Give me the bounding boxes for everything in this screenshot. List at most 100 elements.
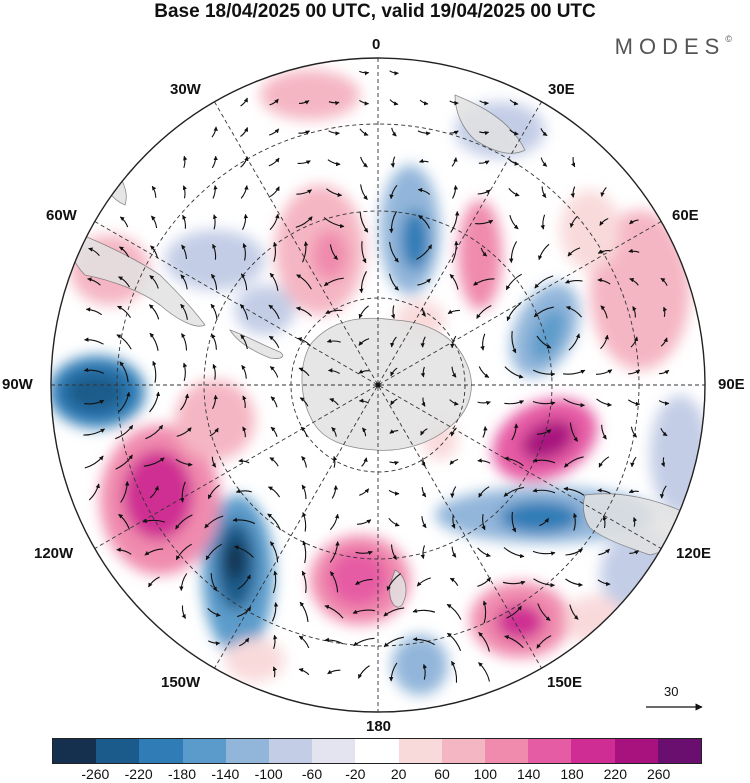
wind-arrow — [383, 636, 404, 648]
wind-arrow — [477, 458, 491, 464]
wind-arrow — [180, 274, 188, 290]
antarctica-land — [301, 317, 472, 451]
south-pole-marker — [375, 382, 381, 388]
meridian-label-30e: 30E — [548, 81, 575, 98]
meridian-label-120w: 120W — [34, 545, 74, 562]
wind-arrow — [301, 456, 307, 468]
wind-arrow — [421, 516, 427, 529]
wind-arrow — [420, 336, 426, 348]
wind-arrow — [451, 660, 458, 683]
wind-arrow — [451, 546, 457, 558]
wind-arrow — [302, 540, 307, 564]
wind-arrow — [295, 306, 312, 317]
wind-arrow — [629, 219, 639, 225]
wind-arrow — [602, 515, 608, 529]
wind-arrow — [383, 607, 405, 617]
colorbar-swatch — [96, 739, 140, 763]
wind-arrow — [302, 512, 307, 532]
wind-arrow — [148, 304, 160, 320]
wind-arrow — [360, 184, 368, 200]
wind-arrow — [482, 426, 488, 438]
wind-arrow — [511, 511, 517, 533]
wind-arrow — [207, 608, 221, 617]
wind-arrow — [451, 157, 458, 167]
wind-arrow — [149, 275, 159, 289]
wind-arrow — [269, 541, 279, 563]
wind-arrow — [390, 156, 396, 168]
wind-arrow — [115, 454, 133, 470]
wind-arrow — [270, 396, 278, 408]
wind-arrow — [539, 518, 550, 527]
wind-arrow — [210, 303, 218, 320]
wind-arrow — [118, 391, 131, 413]
colorbar — [52, 738, 702, 764]
wind-arrow — [601, 424, 607, 440]
colorbar-tick-label: -20 — [345, 766, 366, 782]
wind-arrow — [508, 241, 518, 264]
meridian-label-90w: 90W — [2, 376, 33, 393]
wind-arrow — [540, 157, 548, 167]
wind-arrow — [271, 602, 279, 622]
wind-arrow — [324, 604, 344, 619]
wind-arrow — [331, 427, 337, 437]
wind-arrow — [323, 217, 345, 229]
wind-arrow — [600, 334, 609, 350]
wind-arrow — [597, 488, 611, 494]
meridian-label-180: 180 — [366, 718, 392, 735]
colorbar-swatch — [225, 739, 270, 763]
colorbar-tick-label: -60 — [301, 766, 323, 782]
wind-arrow — [389, 460, 399, 466]
wind-arrow — [358, 369, 370, 374]
wind-arrow — [295, 216, 313, 228]
wind-arrow — [477, 400, 491, 406]
colorbar-tick-label: -100 — [254, 766, 283, 782]
wind-arrow — [570, 186, 576, 198]
colorbar-tick-label: 180 — [560, 766, 584, 782]
wind-arrow — [390, 305, 395, 319]
wind-arrow — [83, 428, 105, 436]
wind-arrow — [150, 245, 159, 259]
wind-arrow — [358, 398, 369, 404]
wind-arrow — [352, 609, 375, 614]
wind-arrow — [331, 485, 339, 499]
wind-arrow — [355, 578, 373, 586]
wind-arrow — [451, 366, 457, 378]
wind-arrow — [658, 400, 670, 406]
meridian-label-60w: 60W — [46, 207, 77, 224]
wind-arrow — [389, 241, 399, 263]
wind-arrow — [272, 666, 278, 678]
wind-arrow — [506, 302, 522, 322]
wind-arrow — [420, 366, 425, 378]
wind-arrow — [359, 99, 370, 106]
wind-arrow — [84, 455, 104, 469]
colorbar-swatch — [53, 739, 97, 763]
wind-arrow — [532, 458, 556, 464]
wind-arrow — [210, 573, 218, 592]
wind-arrow — [633, 516, 638, 527]
wind-arrow — [536, 429, 552, 435]
wind-arrow — [563, 369, 586, 375]
wind-arrow — [182, 214, 187, 229]
wind-arrow — [119, 216, 129, 228]
wind-arrow — [420, 545, 426, 560]
wind-arrow — [210, 273, 218, 290]
wind-arrow — [357, 665, 370, 679]
meridian-label-150w: 150W — [161, 674, 201, 691]
wind-arrow — [301, 570, 307, 593]
wind-arrow — [390, 544, 397, 560]
wind-arrow — [628, 488, 639, 494]
wind-arrow — [482, 600, 488, 624]
wind-arrow — [150, 215, 158, 229]
wind-arrow — [149, 485, 159, 499]
wind-arrow — [175, 543, 192, 561]
wind-arrow — [536, 635, 552, 649]
wind-arrow — [358, 305, 369, 319]
wind-arrow — [565, 305, 583, 318]
wind-arrow — [537, 603, 551, 621]
wind-arrow — [175, 514, 193, 530]
wind-arrow — [504, 400, 525, 405]
wind-arrow — [272, 570, 278, 594]
wind-arrow — [116, 547, 132, 555]
wind-arrow — [449, 130, 459, 135]
wind-arrow — [152, 360, 157, 383]
